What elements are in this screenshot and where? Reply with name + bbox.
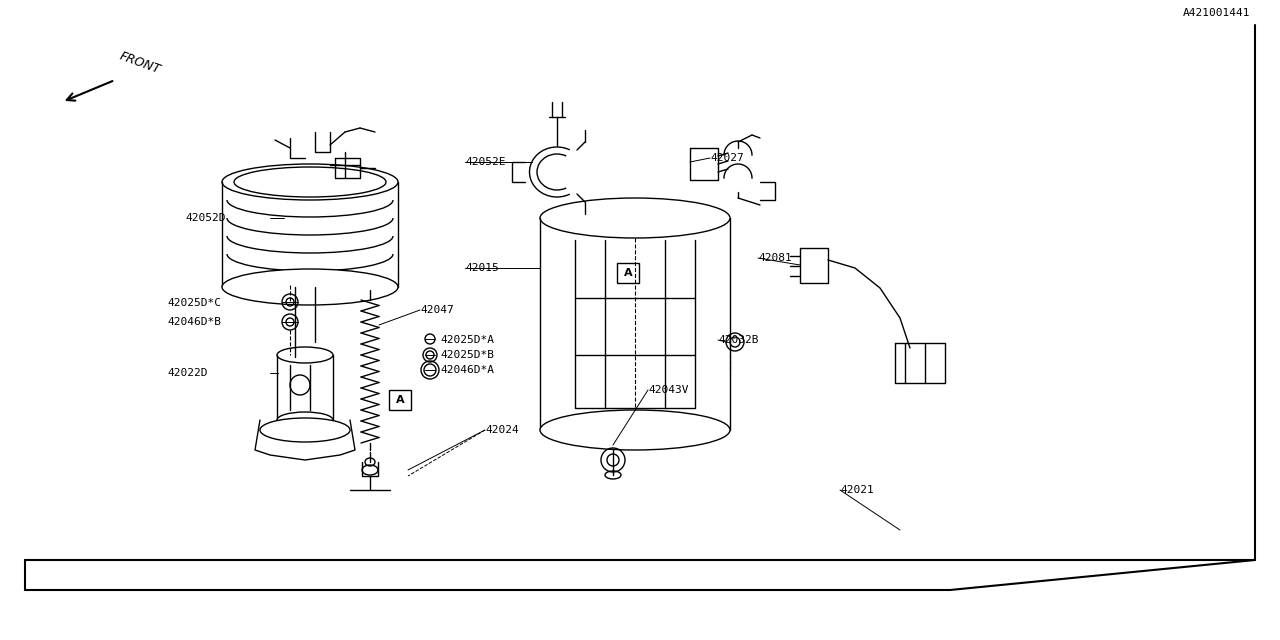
Text: 42081: 42081: [758, 253, 792, 263]
Ellipse shape: [260, 418, 349, 442]
Text: A: A: [396, 395, 404, 405]
Ellipse shape: [540, 410, 730, 450]
Text: 42021: 42021: [840, 485, 874, 495]
Text: 42043V: 42043V: [648, 385, 689, 395]
Text: 42025D*C: 42025D*C: [166, 298, 221, 308]
Text: 42046D*B: 42046D*B: [166, 317, 221, 327]
Text: 42032B: 42032B: [718, 335, 759, 345]
Text: 42052E: 42052E: [465, 157, 506, 167]
Ellipse shape: [276, 412, 333, 428]
Text: 42052D: 42052D: [186, 213, 225, 223]
FancyBboxPatch shape: [617, 263, 639, 283]
Text: 42047: 42047: [420, 305, 453, 315]
Text: 42022D: 42022D: [166, 368, 207, 378]
Text: 42025D*A: 42025D*A: [440, 335, 494, 345]
Text: 42025D*B: 42025D*B: [440, 350, 494, 360]
Text: 42046D*A: 42046D*A: [440, 365, 494, 375]
Text: 42024: 42024: [485, 425, 518, 435]
Text: FRONT: FRONT: [118, 49, 163, 76]
FancyBboxPatch shape: [389, 390, 411, 410]
Text: A421001441: A421001441: [1183, 8, 1251, 18]
Text: 42015: 42015: [465, 263, 499, 273]
Ellipse shape: [221, 269, 398, 305]
Text: A: A: [623, 268, 632, 278]
Text: 42027: 42027: [710, 153, 744, 163]
